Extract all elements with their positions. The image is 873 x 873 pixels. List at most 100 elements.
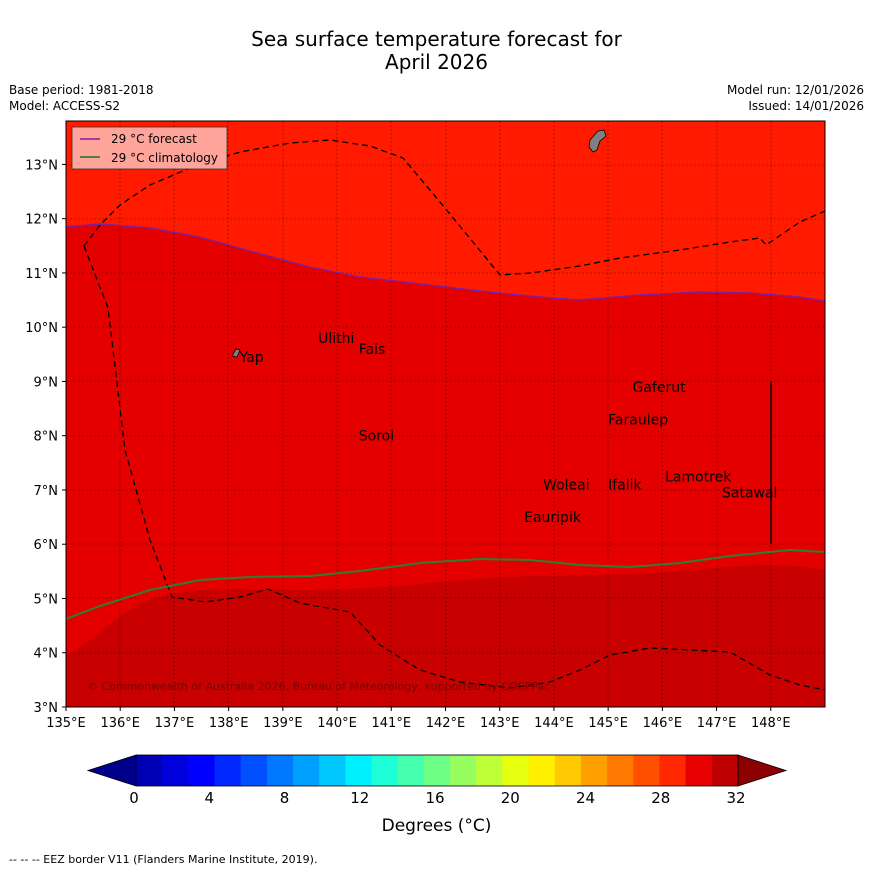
legend-box: 29 °C forecast 29 °C climatology	[71, 126, 228, 170]
contour-29-climatology	[66, 548, 825, 620]
lat-tick-labels: 3°N 4°N 5°N 6°N 7°N 8°N 9°N 10°N 11°N 12°N 13°N	[25, 158, 66, 716]
place-label-gaferut: Gaferut	[633, 380, 687, 396]
colorbar-tick-label: 0	[129, 789, 139, 807]
meta-right: Model run: 12/01/2026 Issued: 14/01/2026	[727, 82, 864, 114]
colorbar-swatch	[188, 755, 216, 786]
colorbar-tick-label: 8	[280, 789, 290, 807]
issued-date: Issued: 14/01/2026	[748, 99, 864, 113]
title-line-1: Sea surface temperature forecast for	[251, 27, 622, 51]
colorbar-tick-label: 32	[726, 789, 745, 807]
colorbar-tick-label: 16	[425, 789, 444, 807]
model-run: Model run: 12/01/2026	[726, 83, 864, 97]
eez-border	[83, 245, 825, 691]
lon-tick-label: 141°E	[372, 716, 412, 731]
colorbar-extend-low	[86, 754, 137, 787]
colorbar	[86, 754, 788, 787]
place-label-fais: Fais	[359, 342, 386, 358]
lat-tick-label: 9°N	[34, 375, 59, 390]
colorbar-swatch	[162, 755, 189, 786]
meta-left: Base period: 1981-2018 Model: ACCESS-S2	[9, 82, 154, 114]
legend-climatology-label: 29 °C climatology	[111, 151, 218, 165]
colorbar-swatch	[554, 755, 582, 786]
legend-frame	[71, 126, 228, 170]
lon-tick-label: 144°E	[534, 716, 574, 731]
lat-tick-label: 8°N	[34, 430, 59, 445]
place-label-ulithi: Ulithi	[318, 331, 354, 347]
place-label-sorol: Sorol	[359, 429, 394, 445]
place-label-faraulep: Faraulep	[608, 412, 668, 428]
lon-tick-label: 147°E	[697, 716, 737, 731]
lat-tick-label: 11°N	[25, 267, 58, 282]
colorbar-swatch	[685, 755, 713, 786]
colorbar-swatch	[633, 755, 660, 786]
place-label-ifalik: Ifalik	[608, 478, 642, 494]
colorbar-swatch	[528, 755, 556, 786]
eez-footnote: -- -- -- EEZ border V11 (Flanders Marine…	[9, 853, 318, 866]
colorbar-extend-high	[737, 754, 788, 787]
place-label-eauripik: Eauripik	[524, 510, 582, 526]
lat-tick-label: 4°N	[34, 647, 59, 662]
contour-29-forecast	[66, 223, 825, 302]
place-label-satawal: Satawal	[722, 486, 777, 502]
colorbar-swatch	[345, 755, 373, 786]
guam-land	[588, 129, 607, 153]
lon-tick-label: 137°E	[155, 716, 195, 731]
sst-field-warm-low	[66, 565, 825, 707]
lon-tick-label: 140°E	[317, 716, 357, 731]
colorbar-swatch	[214, 755, 242, 786]
colorbar-tick-labels: 0 4 8 12 16 20 24 28 32	[129, 789, 745, 807]
lon-tick-labels: 135°E 136°E 137°E 138°E 139°E 140°E 141°E 142°E…	[46, 707, 791, 731]
colorbar-swatch	[397, 755, 425, 786]
eez-border-north	[83, 139, 825, 276]
title-line-2: April 2026	[385, 50, 488, 74]
model-name: Model: ACCESS-S2	[9, 99, 121, 113]
colorbar-tick-label: 28	[651, 789, 670, 807]
colorbar-tick-label: 12	[350, 789, 369, 807]
lon-tick-label: 145°E	[588, 716, 628, 731]
base-period: Base period: 1981-2018	[9, 83, 154, 97]
colorbar-swatch	[450, 755, 477, 786]
lat-tick-label: 13°N	[25, 158, 58, 173]
legend-forecast-label: 29 °C forecast	[111, 132, 197, 146]
colorbar-frame	[135, 754, 739, 787]
colorbar-swatch	[502, 755, 530, 786]
yap-land	[231, 348, 241, 358]
colorbar-swatch	[659, 755, 687, 786]
colorbar-swatch	[371, 755, 399, 786]
place-labels: Yap Ulithi Fais Gaferut Faraulep Sorol Woleai I…	[238, 331, 777, 526]
colorbar-swatch	[580, 755, 608, 786]
colorbar-swatch	[240, 755, 268, 786]
colorbar-swatch	[266, 755, 294, 786]
lon-tick-label: 136°E	[100, 716, 140, 731]
colorbar-swatch	[293, 755, 320, 786]
colorbar-tick-label: 4	[204, 789, 214, 807]
colorbar-swatch	[607, 755, 634, 786]
lon-tick-label: 135°E	[46, 716, 86, 731]
colorbar-swatch	[423, 755, 451, 786]
lon-tick-label: 148°E	[751, 716, 791, 731]
colorbar-swatch	[136, 755, 163, 786]
lat-tick-label: 12°N	[25, 213, 58, 228]
lat-tick-label: 10°N	[25, 321, 58, 336]
lon-tick-label: 143°E	[480, 716, 520, 731]
place-label-woleai: Woleai	[543, 478, 590, 494]
lat-tick-label: 6°N	[34, 538, 59, 553]
copyright-text: © Commonwealth of Australia 2026, Bureau…	[87, 680, 550, 693]
colorbar-label: Degrees (°C)	[381, 816, 492, 836]
lon-tick-label: 146°E	[643, 716, 683, 731]
place-label-lamotrek: Lamotrek	[665, 469, 732, 485]
colorbar-tick-label: 20	[501, 789, 520, 807]
colorbar-swatch	[319, 755, 346, 786]
place-label-yap: Yap	[238, 350, 263, 366]
lat-tick-label: 3°N	[34, 701, 59, 716]
colorbar-swatch	[711, 755, 739, 786]
lat-tick-label: 7°N	[34, 484, 59, 499]
colorbar-swatch	[476, 755, 503, 786]
chart-title: Sea surface temperature forecast for Apr…	[0, 28, 873, 74]
lon-tick-label: 139°E	[263, 716, 303, 731]
lon-tick-label: 142°E	[426, 716, 466, 731]
lon-tick-label: 138°E	[209, 716, 249, 731]
colorbar-tick-label: 24	[576, 789, 595, 807]
lat-tick-label: 5°N	[34, 592, 59, 607]
